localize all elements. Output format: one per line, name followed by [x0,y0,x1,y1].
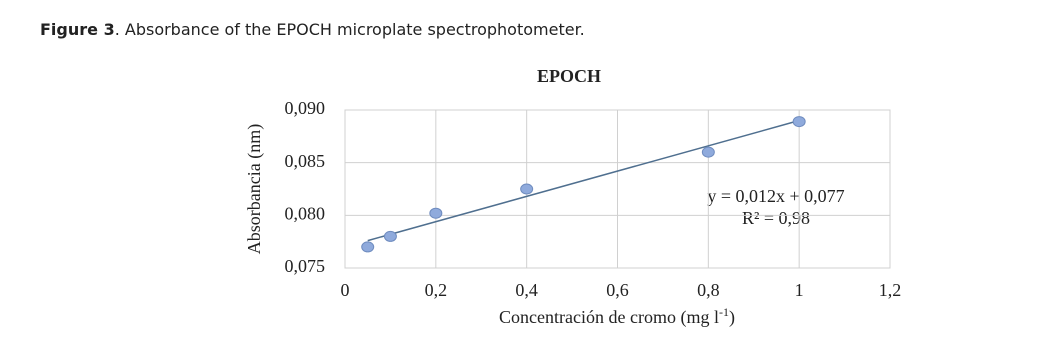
r-squared: R² = 0,98 [742,208,810,228]
equation: y = 0,012x + 0,077 [707,186,844,206]
caption: Figure 3. Absorbance of the EPOCH microp… [40,20,585,39]
point [792,116,806,128]
y-tick-label: 0,090 [285,98,326,118]
x-tick-label: 1 [795,280,804,300]
point [383,230,397,242]
chart-title: EPOCH [537,66,601,86]
caption-text: . Absorbance of the EPOCH microplate spe… [114,20,585,39]
x-tick-label: 0 [341,280,350,300]
x-tick-label: 1,2 [879,280,902,300]
x-tick-label: 0,6 [606,280,629,300]
point [520,183,534,195]
y-tick-label: 0,085 [285,151,326,171]
point [429,207,443,219]
point [361,241,375,253]
x-axis-label-text: Concentración de cromo (mg l [499,307,719,328]
y-tick-label: 0,080 [285,203,326,223]
trendline [367,119,800,242]
x-tick-label: 0,4 [515,280,538,300]
x-tick-label: 0,8 [697,280,720,300]
point [701,146,715,158]
x-tick-label: 0,2 [425,280,448,300]
caption-label: Figure 3 [40,20,115,39]
y-tick-label: 0,075 [285,256,326,276]
plot-frame [344,109,891,269]
x-axis-label: Concentración de cromo (mg l-1) [499,305,735,328]
x-axis-label-sup: -1 [719,305,729,319]
x-axis-label-end: ) [729,307,735,328]
y-axis-label: Absorbancia (nm) [244,124,265,254]
